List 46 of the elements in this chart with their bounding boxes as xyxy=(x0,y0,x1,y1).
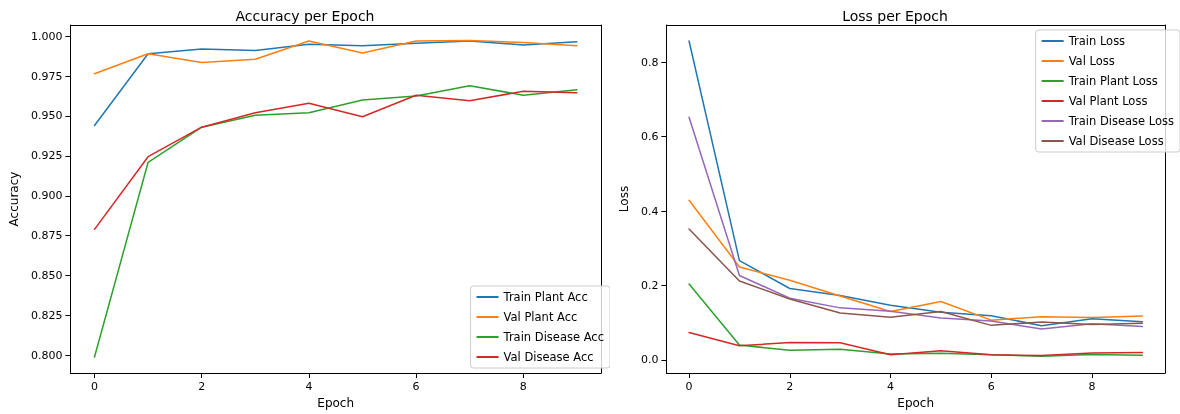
line-series xyxy=(688,228,1144,327)
y-tick-label: 0.2 xyxy=(640,279,659,293)
x-axis-title: Epoch xyxy=(897,396,935,410)
legend-label: Train Disease Loss xyxy=(1067,114,1175,128)
chart-title: Loss per Epoch xyxy=(842,8,948,24)
legend-label: Val Disease Acc xyxy=(503,350,594,364)
y-tick-label: 0.850 xyxy=(30,269,63,283)
line-series xyxy=(93,39,578,75)
y-tick-label: 0.4 xyxy=(640,204,659,218)
x-tick-label: 4 xyxy=(305,380,313,393)
line-series xyxy=(688,331,1144,357)
x-tick-label: 2 xyxy=(198,380,206,393)
legend-label: Train Plant Acc xyxy=(502,290,588,304)
x-tick-label: 0 xyxy=(91,380,99,393)
y-axis-title: Loss xyxy=(617,185,631,213)
line-series xyxy=(93,40,578,127)
x-tick-label: 6 xyxy=(412,380,420,393)
x-tick-label: 0 xyxy=(685,380,693,393)
legend-label: Train Disease Acc xyxy=(502,330,605,344)
y-tick-label: 0.800 xyxy=(30,348,63,362)
y-tick-label: 0.900 xyxy=(30,189,63,203)
y-tick-label: 0.875 xyxy=(30,229,63,243)
y-tick-label: 0.925 xyxy=(30,149,63,163)
x-tick-label: 8 xyxy=(519,380,527,393)
y-tick-label: 0.975 xyxy=(30,69,63,83)
y-tick-label: 0.0 xyxy=(640,353,659,367)
y-tick-label: 0.825 xyxy=(30,309,63,323)
x-tick-label: 6 xyxy=(987,380,995,393)
x-tick-label: 4 xyxy=(887,380,895,393)
y-axis-title: Accuracy xyxy=(7,171,21,227)
legend-label: Train Loss xyxy=(1067,34,1126,48)
legend-label: Val Plant Acc xyxy=(503,310,578,324)
line-series xyxy=(93,90,578,231)
y-tick-label: 0.6 xyxy=(640,130,659,144)
legend-label: Val Disease Loss xyxy=(1068,134,1164,148)
y-tick-label: 0.8 xyxy=(640,55,659,69)
y-tick-label: 0.950 xyxy=(30,109,63,123)
legend-label: Val Plant Loss xyxy=(1068,94,1148,108)
legend-label: Val Loss xyxy=(1068,54,1115,68)
x-tick-label: 8 xyxy=(1088,380,1096,393)
chart-title: Accuracy per Epoch xyxy=(235,8,375,24)
line-series xyxy=(688,199,1144,321)
legend-label: Train Plant Loss xyxy=(1067,74,1158,88)
x-axis-title: Epoch xyxy=(317,396,355,410)
y-tick-label: 1.000 xyxy=(30,29,63,43)
x-tick-label: 2 xyxy=(786,380,794,393)
